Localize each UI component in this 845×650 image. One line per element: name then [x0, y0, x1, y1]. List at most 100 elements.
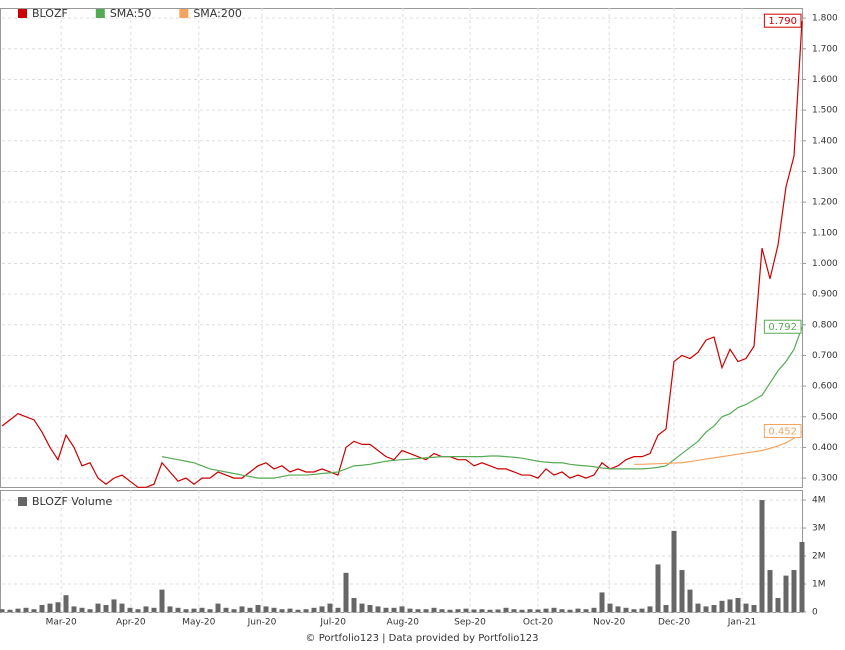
volume-bar: [767, 570, 773, 612]
y-tick-label: 2M: [812, 552, 826, 562]
volume-bar: [127, 607, 133, 612]
volume-bar: [735, 598, 741, 612]
volume-bar: [119, 603, 125, 612]
volume-bar: [727, 599, 733, 612]
volume-bar: [695, 603, 701, 612]
volume-bar: [319, 606, 325, 612]
volume-bar: [615, 606, 621, 612]
volume-bar: [239, 606, 245, 612]
x-tick-label: Dec-20: [658, 618, 690, 628]
x-tick-label: Oct-20: [523, 618, 554, 628]
last-value-box: [763, 423, 802, 438]
last-value-label: 1.790: [768, 16, 797, 27]
volume-bar: [479, 609, 485, 612]
volume-bar: [799, 542, 805, 612]
volume-bar: [519, 609, 525, 612]
volume-bar: [383, 607, 389, 612]
volume-bar: [527, 609, 533, 612]
volume-bar: [687, 589, 693, 612]
volume-bar: [575, 608, 581, 612]
last-value-box: [763, 13, 802, 28]
volume-bar: [407, 608, 413, 612]
series-line: [1, 21, 803, 488]
y-tick-label: 0.300: [812, 474, 838, 484]
y-tick-label: 1.200: [812, 198, 838, 208]
volume-bar: [335, 607, 341, 612]
volume-bar: [39, 605, 45, 612]
volume-bar: [151, 607, 157, 612]
volume-bar: [455, 609, 461, 612]
last-value-label: 0.452: [768, 426, 797, 437]
y-tick-label: 3M: [812, 524, 826, 534]
volume-bar: [719, 600, 725, 612]
volume-bar: [431, 607, 437, 612]
volume-bar: [623, 607, 629, 612]
volume-bar: [487, 609, 493, 612]
volume-bar: [343, 572, 349, 612]
volume-bar: [15, 608, 21, 612]
volume-bar: [167, 606, 173, 612]
volume-bar: [295, 609, 301, 612]
y-tick-label: 1.500: [812, 106, 838, 116]
volume-bar: [751, 605, 757, 612]
volume-bar: [759, 500, 765, 612]
volume-bar: [503, 607, 509, 612]
y-tick-label: 0.800: [812, 320, 838, 330]
volume-bar: [511, 609, 517, 612]
volume-bar: [183, 609, 189, 612]
volume-bar: [231, 609, 237, 612]
volume-bar: [31, 609, 37, 612]
volume-bar: [783, 575, 789, 612]
y-tick-label: 0: [812, 608, 818, 618]
volume-bar: [495, 609, 501, 612]
volume-bar: [607, 603, 613, 612]
volume-bar: [287, 608, 293, 612]
volume-bar: [711, 605, 717, 612]
volume-bar: [463, 608, 469, 612]
x-tick-label: May-20: [182, 618, 215, 628]
volume-bar: [327, 603, 333, 612]
volume-bar: [367, 605, 373, 612]
y-tick-label: 1.400: [812, 136, 838, 146]
volume-bar: [279, 609, 285, 612]
y-tick-label: 0.700: [812, 351, 838, 361]
volume-bar: [535, 609, 541, 612]
x-tick-label: Jan-21: [727, 618, 757, 628]
volume-bar: [87, 609, 93, 612]
volume-bar: [7, 609, 13, 612]
x-tick-label: Jul-20: [319, 618, 346, 628]
volume-bar: [559, 609, 565, 612]
volume-bar: [143, 606, 149, 612]
volume-bar: [135, 609, 141, 612]
volume-bar: [639, 608, 645, 612]
volume-bar: [583, 609, 589, 612]
volume-bar: [447, 609, 453, 612]
y-tick-label: 0.400: [812, 443, 838, 453]
volume-bar: [663, 605, 669, 612]
volume-bar: [255, 605, 261, 612]
volume-bar: [791, 570, 797, 612]
y-tick-label: 1.600: [812, 75, 838, 85]
volume-bar: [199, 607, 205, 612]
volume-bar: [743, 603, 749, 612]
volume-bar: [263, 606, 269, 612]
volume-bar: [215, 603, 221, 612]
volume-bar: [647, 606, 653, 612]
legend-swatch: [95, 9, 105, 18]
volume-bar: [351, 598, 357, 612]
volume-bar: [471, 609, 477, 612]
x-tick-label: Jun-20: [247, 618, 277, 628]
legend-swatch: [179, 9, 189, 18]
y-tick-label: 1M: [812, 580, 826, 590]
volume-bar: [775, 598, 781, 612]
volume-bar: [399, 606, 405, 612]
volume-bar: [679, 570, 685, 612]
volume-bar: [439, 609, 445, 612]
last-value-label: 0.792: [768, 322, 797, 333]
y-tick-label: 4M: [812, 496, 826, 506]
legend-swatch: [18, 497, 27, 506]
y-tick-label: 1.000: [812, 259, 838, 269]
legend-label: BLOZF Volume: [32, 495, 112, 508]
volume-bar: [79, 607, 85, 612]
volume-bar: [63, 595, 69, 612]
